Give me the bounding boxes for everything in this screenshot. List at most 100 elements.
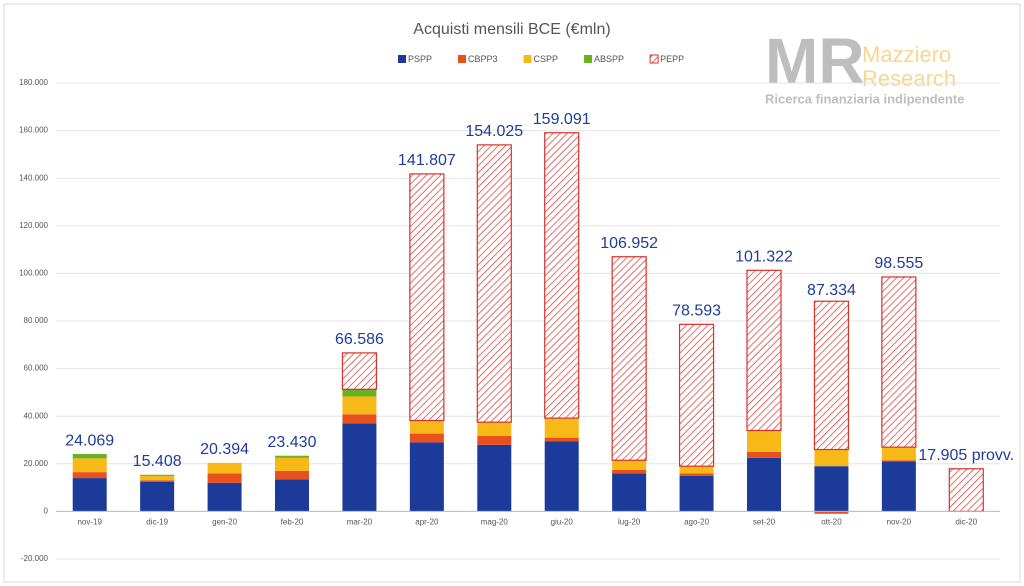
- bar-segment: [814, 511, 849, 514]
- bar-segment: [612, 473, 647, 512]
- bar-segment: [72, 454, 107, 459]
- bar-segment: [746, 269, 782, 432]
- total-label: 66.586: [335, 331, 384, 348]
- bar-segment: [72, 472, 107, 479]
- total-label: 87.334: [807, 282, 856, 299]
- x-tick-label: set-20: [753, 518, 776, 527]
- bar-segment: [544, 418, 579, 438]
- x-tick-label: feb-20: [281, 518, 304, 527]
- bar-segment: [612, 460, 647, 470]
- y-tick-label: 60.000: [24, 364, 49, 373]
- x-tick-label: mar-20: [347, 518, 373, 527]
- bar-segment: [679, 475, 714, 512]
- x-tick-label: dic-20: [955, 518, 977, 527]
- total-label: 15.408: [133, 453, 182, 470]
- bar-segment: [612, 469, 647, 474]
- bar-segment: [544, 437, 579, 442]
- bar-segment: [611, 256, 647, 461]
- y-tick-label: 160.000: [19, 126, 48, 135]
- legend-swatch: [523, 55, 532, 63]
- bar-segment: [747, 457, 781, 512]
- bar-segment: [140, 480, 175, 482]
- x-tick-label: gen-20: [212, 518, 237, 527]
- watermark-name: Mazziero: [862, 42, 951, 67]
- y-tick-label: 140.000: [19, 173, 48, 182]
- bar-segment: [477, 444, 512, 512]
- total-label: 101.322: [735, 248, 793, 265]
- legend-swatch: [649, 54, 659, 64]
- total-label: 20.394: [200, 441, 249, 458]
- x-tick-label: nov-20: [887, 518, 912, 527]
- total-label: 141.807: [398, 152, 456, 169]
- bar-segment: [477, 435, 512, 445]
- total-label: 17.905 provv.: [918, 447, 1014, 464]
- bar-segment: [814, 466, 849, 512]
- bar-segment: [814, 449, 849, 467]
- bar-segment: [409, 433, 444, 443]
- bar-segment: [881, 447, 916, 461]
- bar-segment: [140, 481, 175, 512]
- legend-label: CSPP: [534, 54, 559, 64]
- bar-segment: [881, 461, 916, 512]
- bar-segment: [207, 482, 242, 512]
- bar-segment: [409, 420, 444, 434]
- legend-label: PEPP: [660, 54, 684, 64]
- bar-segment: [275, 479, 309, 512]
- watermark-logo: MR: [765, 25, 865, 97]
- total-label: 106.952: [600, 235, 658, 252]
- total-label: 23.430: [268, 434, 317, 451]
- legend-swatch: [458, 55, 467, 63]
- legend-label: ABSPP: [594, 54, 624, 64]
- bar-segment: [679, 466, 714, 474]
- bar-segment: [275, 455, 309, 458]
- bar-segment: [140, 474, 175, 476]
- x-tick-label: ago-20: [684, 518, 709, 527]
- bar-segment: [409, 442, 444, 512]
- bar-segment: [207, 473, 242, 483]
- total-label: 78.593: [672, 303, 721, 320]
- bar-segment: [747, 451, 781, 458]
- legend-label: CBPP3: [468, 54, 498, 64]
- y-tick-label: 80.000: [24, 316, 49, 325]
- total-label: 154.025: [465, 123, 523, 140]
- x-tick-label: giu-20: [551, 518, 574, 527]
- bar-segment: [477, 422, 512, 436]
- chart-title: Acquisti mensili BCE (€mln): [413, 21, 610, 38]
- watermark-tagline: Ricerca finanziaria indipendente: [765, 91, 964, 106]
- bar-segment: [678, 323, 715, 467]
- watermark: MR Mazziero Research Ricerca finanziaria…: [765, 25, 964, 107]
- bar-segment: [544, 441, 579, 512]
- x-tick-label: nov-19: [77, 518, 102, 527]
- legend-swatch: [398, 55, 406, 63]
- total-label: 159.091: [533, 111, 591, 128]
- bar-segment: [342, 414, 377, 424]
- bar-segment: [275, 470, 309, 480]
- y-tick-label: 120.000: [19, 221, 48, 230]
- total-label: 98.555: [874, 255, 923, 272]
- bar-segment: [409, 173, 445, 422]
- bar-segment: [140, 475, 175, 481]
- y-tick-label: 0: [44, 507, 49, 516]
- total-label: 24.069: [65, 432, 114, 449]
- y-tick-label: 40.000: [24, 411, 49, 420]
- x-tick-label: ott-20: [821, 518, 842, 527]
- bar-segment: [948, 468, 984, 513]
- y-tick-label: 20.000: [24, 459, 49, 468]
- y-tick-label: 100.000: [19, 269, 48, 278]
- watermark-name: Research: [862, 66, 956, 91]
- bar-segment: [544, 132, 580, 419]
- x-tick-label: lug-20: [618, 518, 641, 527]
- x-tick-label: apr-20: [415, 518, 439, 527]
- bar-segment: [342, 423, 377, 512]
- bar-segment: [747, 430, 781, 452]
- bar-segment: [813, 300, 850, 451]
- bar-segment: [679, 473, 714, 476]
- bar-segment: [207, 462, 242, 474]
- bar-segment: [881, 276, 917, 448]
- legend-swatch: [584, 55, 593, 63]
- y-tick-label: 180.000: [19, 78, 48, 87]
- legend-label: PSPP: [408, 54, 432, 64]
- x-tick-label: dic-19: [146, 518, 168, 527]
